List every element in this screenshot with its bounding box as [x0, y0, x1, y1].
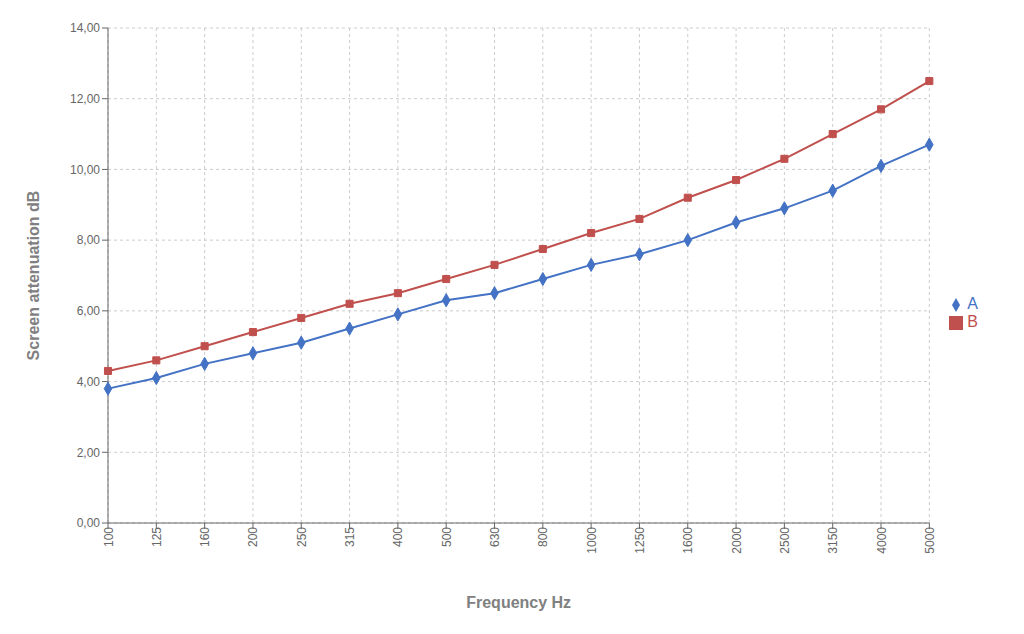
svg-text:100: 100	[102, 527, 116, 547]
svg-text:4,00: 4,00	[77, 375, 101, 389]
svg-text:315: 315	[343, 527, 357, 547]
svg-text:4000: 4000	[875, 527, 889, 554]
svg-text:6,00: 6,00	[77, 304, 101, 318]
svg-text:2500: 2500	[778, 527, 792, 554]
svg-text:2,00: 2,00	[77, 446, 101, 460]
svg-text:125: 125	[150, 527, 164, 547]
svg-text:400: 400	[391, 527, 405, 547]
svg-text:8,00: 8,00	[77, 233, 101, 247]
svg-text:250: 250	[295, 527, 309, 547]
svg-text:Screen attenuation dB: Screen attenuation dB	[25, 191, 42, 361]
svg-text:14,00: 14,00	[70, 21, 100, 35]
svg-text:12,00: 12,00	[70, 92, 100, 106]
svg-text:3150: 3150	[826, 527, 840, 554]
svg-text:200: 200	[246, 527, 260, 547]
svg-text:160: 160	[198, 527, 212, 547]
svg-text:0,00: 0,00	[77, 516, 101, 530]
svg-text:Frequency Hz: Frequency Hz	[466, 594, 571, 611]
svg-text:1600: 1600	[681, 527, 695, 554]
svg-text:2000: 2000	[730, 527, 744, 554]
html-text:B: B	[967, 313, 978, 330]
svg-text:800: 800	[536, 527, 550, 547]
html-text:A: A	[967, 295, 978, 312]
svg-text:1000: 1000	[585, 527, 599, 554]
svg-text:1250: 1250	[633, 527, 647, 554]
svg-text:10,00: 10,00	[70, 163, 100, 177]
svg-text:500: 500	[440, 527, 454, 547]
svg-text:5000: 5000	[923, 527, 937, 554]
svg-text:630: 630	[488, 527, 502, 547]
